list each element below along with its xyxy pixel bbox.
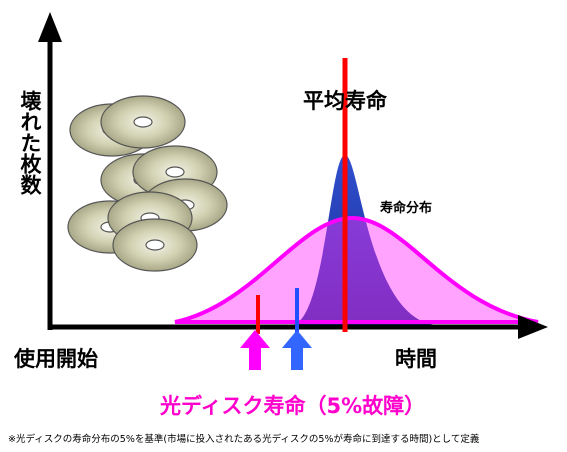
mean-label: 平均寿命 [303,89,388,113]
y-axis-label: 壊れた枚数 [18,90,42,196]
x-arrow [518,315,548,339]
magenta-arrow [240,330,270,370]
blue-arrow [282,330,312,370]
lifetime-label: 光ディスク寿命（5%故障） [159,394,425,418]
disc-stack [67,95,228,272]
wide-distribution [174,215,539,324]
x-axis-label: 時間 [395,347,437,371]
y-arrow [38,12,62,42]
start-label: 使用開始 [13,347,98,371]
footnote: ※光ディスクの寿命分布の5%を基準(市場に投入されたある光ディスクの5%が寿命に… [8,433,480,445]
narrow-distribution [292,155,438,325]
distribution-label: 寿命分布 [380,200,432,216]
